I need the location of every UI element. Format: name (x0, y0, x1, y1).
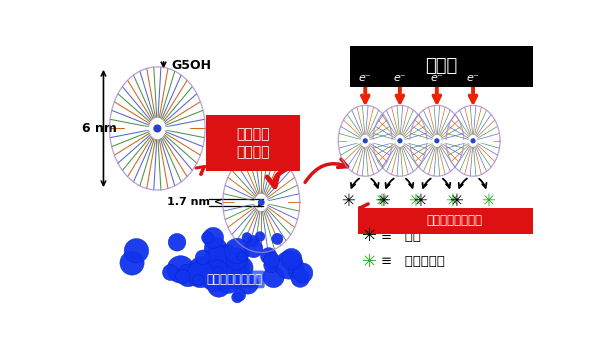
Circle shape (237, 252, 247, 261)
Circle shape (176, 269, 190, 284)
Circle shape (223, 257, 245, 279)
Circle shape (203, 227, 224, 248)
Circle shape (187, 261, 214, 288)
Circle shape (263, 252, 280, 268)
Text: 担持体: 担持体 (425, 57, 458, 75)
Circle shape (238, 273, 259, 294)
Circle shape (212, 260, 231, 278)
Text: ✳: ✳ (376, 192, 390, 210)
Circle shape (255, 232, 265, 241)
Circle shape (204, 238, 227, 260)
Circle shape (214, 261, 233, 280)
Text: ✳: ✳ (362, 253, 377, 271)
Circle shape (219, 262, 234, 277)
Circle shape (398, 139, 402, 143)
Text: ✳: ✳ (374, 192, 388, 210)
Circle shape (241, 274, 255, 288)
Circle shape (281, 249, 302, 270)
Circle shape (168, 233, 186, 251)
Circle shape (167, 256, 194, 283)
Circle shape (163, 264, 179, 281)
Circle shape (224, 238, 250, 264)
Circle shape (260, 247, 277, 264)
Circle shape (259, 200, 264, 205)
Text: e⁻: e⁻ (359, 73, 371, 83)
Circle shape (202, 265, 229, 292)
Circle shape (293, 263, 313, 283)
Circle shape (435, 139, 439, 143)
Circle shape (209, 267, 226, 283)
Circle shape (244, 239, 263, 258)
Text: ✳: ✳ (413, 192, 427, 210)
Circle shape (216, 244, 238, 266)
Circle shape (471, 139, 475, 143)
Text: G5OH: G5OH (171, 59, 211, 72)
Circle shape (228, 256, 250, 278)
Circle shape (188, 257, 216, 284)
Text: ナノ粒子
取り込み: ナノ粒子 取り込み (236, 127, 269, 159)
Circle shape (232, 291, 243, 303)
Circle shape (208, 275, 230, 297)
Text: e⁻: e⁻ (467, 73, 479, 83)
Circle shape (291, 269, 310, 287)
Circle shape (202, 252, 224, 274)
Circle shape (177, 264, 200, 287)
Circle shape (202, 232, 214, 244)
Circle shape (264, 258, 278, 273)
Circle shape (203, 272, 221, 290)
Text: 担持体表面に分散: 担持体表面に分散 (427, 214, 482, 227)
Circle shape (288, 262, 304, 278)
Circle shape (217, 251, 241, 275)
FancyBboxPatch shape (206, 115, 300, 171)
Circle shape (226, 269, 246, 289)
Circle shape (275, 251, 303, 279)
Text: ✳: ✳ (362, 227, 377, 245)
Text: ≡   反応生成物: ≡ 反応生成物 (380, 255, 445, 268)
Circle shape (242, 233, 252, 242)
Text: ≡   酸素: ≡ 酸素 (380, 230, 421, 243)
Circle shape (263, 266, 284, 288)
Circle shape (205, 246, 230, 271)
Circle shape (247, 235, 259, 247)
Text: ✳: ✳ (445, 192, 459, 210)
Circle shape (364, 139, 367, 143)
Text: ✳: ✳ (482, 192, 496, 210)
Circle shape (216, 257, 240, 281)
Text: 凝集したナノ粒子: 凝集したナノ粒子 (206, 273, 262, 286)
Text: 1.7 nm <: 1.7 nm < (167, 197, 223, 207)
Text: ✳: ✳ (341, 192, 355, 210)
Circle shape (226, 248, 248, 270)
FancyBboxPatch shape (358, 208, 533, 234)
Circle shape (193, 275, 204, 286)
Circle shape (234, 289, 245, 301)
Text: ✳: ✳ (449, 192, 463, 210)
Circle shape (212, 269, 232, 289)
Circle shape (230, 256, 253, 279)
Circle shape (206, 246, 236, 275)
Text: e⁻: e⁻ (394, 73, 406, 83)
FancyBboxPatch shape (350, 46, 533, 87)
Circle shape (195, 250, 210, 265)
Text: 6 nm: 6 nm (82, 122, 117, 135)
Text: e⁻: e⁻ (430, 73, 443, 83)
Circle shape (208, 260, 227, 279)
Circle shape (154, 125, 161, 132)
Circle shape (124, 239, 149, 263)
Circle shape (272, 233, 283, 245)
Circle shape (218, 271, 240, 293)
Text: ✳: ✳ (409, 192, 422, 210)
Circle shape (120, 251, 144, 275)
